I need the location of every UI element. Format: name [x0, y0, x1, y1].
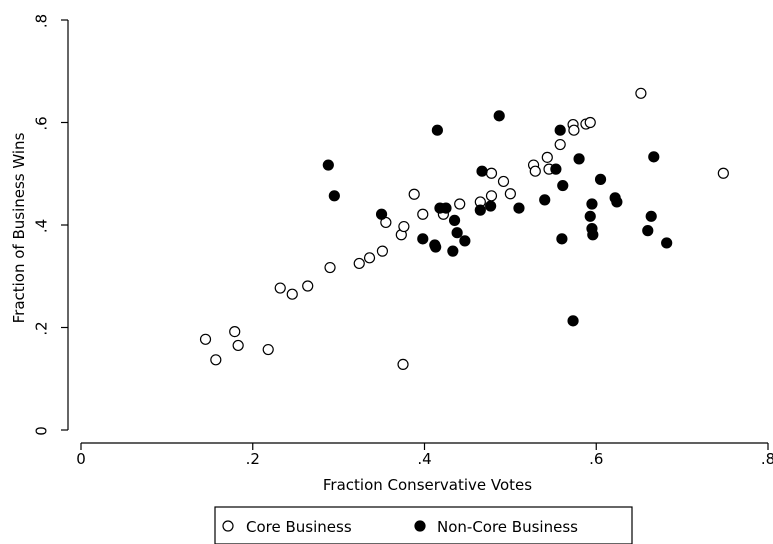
point-core-business: [274, 282, 286, 294]
x-tick-label: .4: [417, 450, 431, 468]
point-core-business: [376, 245, 389, 257]
point-core-business: [353, 257, 365, 270]
point-non-core-business: [375, 208, 388, 220]
point-core-business: [199, 333, 212, 345]
point-non-core-business: [586, 198, 598, 210]
point-core-business: [398, 220, 410, 233]
point-core-business: [232, 339, 244, 352]
point-non-core-business: [567, 315, 579, 327]
point-non-core-business: [476, 165, 488, 177]
point-core-business: [363, 252, 376, 264]
point-core-business: [397, 358, 409, 370]
x-axis-title: Fraction Conservative Votes: [323, 476, 532, 494]
point-core-business: [485, 190, 498, 202]
point-non-core-business: [554, 124, 566, 136]
point-non-core-business: [447, 245, 459, 257]
point-core-business: [324, 261, 336, 274]
x-tick-label: .2: [246, 450, 260, 468]
point-non-core-business: [587, 229, 599, 241]
legend-label-core-business: Core Business: [246, 518, 352, 536]
point-core-business: [262, 343, 274, 356]
point-core-business: [717, 167, 729, 179]
point-core-business: [568, 124, 580, 136]
legend: Core Business Non-Core Business: [214, 506, 633, 544]
point-non-core-business: [557, 179, 569, 192]
point-non-core-business: [451, 227, 463, 239]
point-non-core-business: [573, 153, 585, 165]
point-non-core-business: [584, 210, 596, 222]
point-non-core-business: [448, 214, 461, 226]
legend-marker-core-business: [222, 520, 234, 532]
point-non-core-business: [493, 110, 505, 122]
point-non-core-business: [322, 159, 334, 171]
point-non-core-business: [539, 194, 551, 206]
y-ticks: 0 .2 .4 .6 .8: [33, 14, 68, 436]
point-non-core-business: [430, 241, 442, 253]
y-tick-label: .6: [33, 116, 51, 130]
point-core-business: [554, 138, 566, 151]
x-tick-label: .6: [589, 450, 603, 468]
point-core-business: [229, 326, 241, 338]
x-tick-label: 0: [76, 450, 86, 468]
point-core-business: [504, 188, 516, 200]
point-core-business: [408, 188, 420, 200]
x-tick-label: .8: [761, 450, 773, 468]
legend-marker-non-core-business: [414, 520, 426, 532]
point-non-core-business: [648, 151, 660, 163]
point-core-business: [286, 288, 298, 300]
point-non-core-business: [550, 163, 562, 175]
point-core-business: [210, 354, 222, 366]
point-non-core-business: [417, 233, 429, 245]
legend-label-non-core-business: Non-Core Business: [437, 518, 578, 536]
point-core-business: [541, 151, 553, 163]
point-non-core-business: [459, 235, 471, 247]
point-non-core-business: [485, 200, 497, 212]
point-core-business: [497, 175, 510, 188]
point-non-core-business: [513, 202, 525, 214]
point-non-core-business: [556, 233, 568, 245]
point-core-business: [584, 116, 596, 129]
point-non-core-business: [440, 202, 452, 214]
point-non-core-business: [611, 196, 623, 208]
data-points: [199, 87, 729, 370]
axes: 0 .2 .4 .6 .8 0 .2 .4 .6 .8: [33, 14, 773, 468]
y-tick-label: .2: [33, 321, 51, 335]
y-tick-label: .4: [33, 219, 51, 233]
point-non-core-business: [642, 225, 654, 237]
point-non-core-business: [474, 204, 486, 216]
point-non-core-business: [431, 124, 443, 136]
point-non-core-business: [645, 210, 657, 222]
point-non-core-business: [661, 237, 673, 249]
point-core-business: [529, 165, 541, 177]
point-core-business: [485, 167, 498, 179]
y-tick-label: .8: [33, 14, 51, 28]
x-ticks: 0 .2 .4 .6 .8: [76, 443, 773, 468]
y-tick-label: 0: [33, 426, 51, 436]
point-core-business: [454, 198, 466, 210]
point-non-core-business: [594, 173, 607, 185]
point-non-core-business: [328, 190, 340, 202]
point-core-business: [635, 87, 647, 99]
y-axis-title: Fraction of Business Wins: [10, 132, 28, 323]
point-core-business: [302, 280, 314, 292]
point-core-business: [417, 208, 429, 220]
